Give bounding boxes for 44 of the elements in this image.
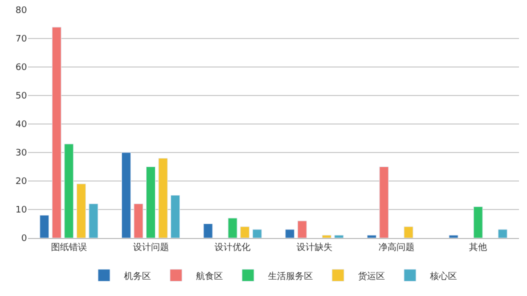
bar: [334, 234, 344, 238]
x-tick-label: 设计缺失: [296, 242, 332, 253]
legend-label: 生活服务区: [268, 270, 313, 282]
bar: [134, 204, 144, 238]
bar: [285, 229, 295, 238]
x-tick-label: 净高问题: [378, 242, 414, 253]
y-tick-label: 70: [16, 34, 28, 45]
bar: [252, 229, 262, 238]
y-tick-label: 50: [16, 92, 28, 102]
x-tick-label: 设计问题: [132, 242, 169, 253]
legend-label: 机务区: [124, 270, 151, 282]
x-tick-label: 图纸错误: [50, 242, 87, 253]
bar: [297, 220, 307, 238]
bar: [146, 166, 156, 238]
y-tick-label: 80: [16, 6, 28, 16]
y-tick-label: 30: [16, 148, 28, 159]
bar: [121, 152, 131, 238]
legend-label: 货运区: [358, 270, 385, 282]
bar: [473, 206, 483, 238]
bar: [228, 218, 238, 238]
bar: [158, 158, 168, 238]
bar: [76, 184, 86, 238]
y-tick-label: 20: [16, 177, 28, 188]
x-tick-label: 设计优化: [214, 242, 251, 253]
legend-label: 核心区: [429, 270, 457, 282]
bar: [88, 204, 98, 238]
bar: [52, 26, 62, 238]
bar: [322, 234, 332, 238]
y-tick-label: 40: [16, 120, 28, 130]
bar: [203, 224, 213, 238]
y-tick-label: 60: [16, 63, 28, 74]
x-tick-label: 其他: [469, 242, 488, 253]
bar: [498, 229, 508, 238]
y-tick-label: 0: [21, 234, 28, 244]
bar: [240, 226, 250, 238]
bar: [366, 234, 376, 238]
y-tick-label: 10: [16, 206, 28, 216]
bar: [40, 214, 50, 238]
bar: [448, 234, 458, 238]
legend-label: 航食区: [196, 270, 223, 282]
bar: [64, 144, 74, 238]
bar: [379, 166, 389, 238]
bar: [404, 226, 414, 238]
bar: [170, 195, 180, 238]
